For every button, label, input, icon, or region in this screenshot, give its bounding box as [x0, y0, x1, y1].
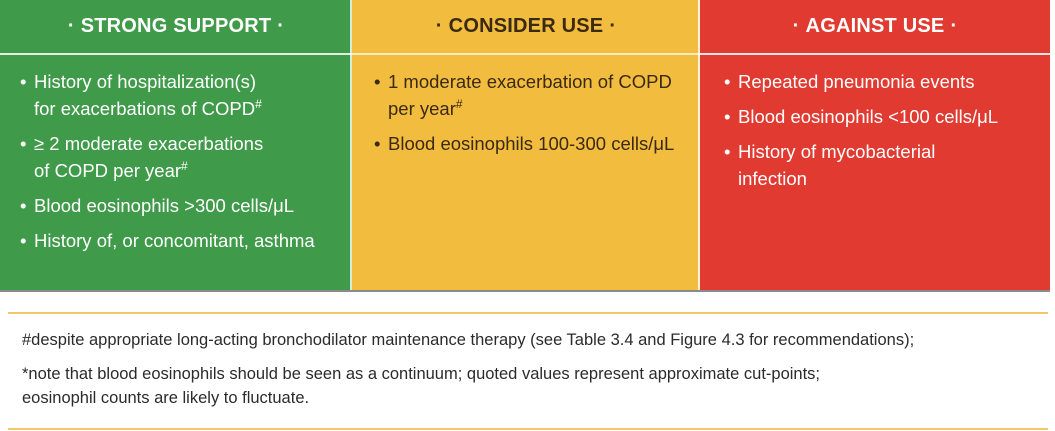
- bullet-icon: •: [20, 71, 27, 92]
- column-divider: [698, 0, 700, 290]
- footnote-marker: #: [181, 158, 188, 173]
- footnote-hash: #despite appropriate long-acting broncho…: [22, 331, 915, 349]
- bullet-icon: •: [20, 230, 27, 251]
- item-line: per year#: [388, 95, 694, 122]
- list-item: • History of, or concomitant, asthma: [20, 227, 346, 254]
- bullet-icon: •: [374, 71, 381, 92]
- item-line-text: for exacerbations of COPD: [34, 98, 256, 119]
- recommendation-table: · STRONG SUPPORT · • History of hospital…: [0, 0, 1050, 292]
- strong-support-header: · STRONG SUPPORT ·: [0, 0, 352, 55]
- list-item: • ≥ 2 moderate exacerbations of COPD per…: [20, 130, 346, 184]
- header-dot-right: ·: [609, 15, 617, 37]
- consider-use-title: CONSIDER USE: [448, 15, 604, 37]
- header-dot-left: ·: [792, 15, 800, 37]
- item-line: of COPD per year#: [34, 157, 346, 184]
- against-use-title: AGAINST USE: [805, 15, 945, 37]
- header-dot-left: ·: [435, 15, 443, 37]
- list-item: • Repeated pneumonia events: [724, 68, 1044, 95]
- list-item: • History of mycobacterial infection: [724, 138, 1044, 192]
- strong-support-column: · STRONG SUPPORT · • History of hospital…: [0, 0, 352, 290]
- bullet-icon: •: [724, 106, 731, 127]
- footnote-line: *note that blood eosinophils should be s…: [22, 365, 821, 383]
- consider-use-list: • 1 moderate exacerbation of COPD per ye…: [352, 55, 700, 157]
- strong-support-title: STRONG SUPPORT: [80, 15, 272, 37]
- item-line: History of, or concomitant, asthma: [34, 230, 315, 251]
- list-item: • 1 moderate exacerbation of COPD per ye…: [374, 68, 694, 122]
- bullet-icon: •: [724, 141, 731, 162]
- column-divider: [350, 0, 352, 290]
- item-line: Blood eosinophils <100 cells/μL: [738, 106, 999, 127]
- item-line: History of hospitalization(s): [34, 71, 257, 92]
- consider-use-column: · CONSIDER USE · • 1 moderate exacerbati…: [352, 0, 700, 290]
- header-dot-right: ·: [950, 15, 958, 37]
- footnote-line: eosinophil counts are likely to fluctuat…: [22, 389, 310, 407]
- strong-support-list: • History of hospitalization(s) for exac…: [0, 55, 352, 254]
- consider-use-header: · CONSIDER USE ·: [352, 0, 700, 55]
- list-item: • Blood eosinophils >300 cells/μL: [20, 192, 346, 219]
- item-line: 1 moderate exacerbation of COPD: [388, 71, 672, 92]
- against-use-header: · AGAINST USE ·: [700, 0, 1050, 55]
- list-item: • Blood eosinophils 100-300 cells/μL: [374, 130, 694, 157]
- item-line: ≥ 2 moderate exacerbations: [34, 133, 264, 154]
- header-dot-right: ·: [277, 15, 285, 37]
- bullet-icon: •: [374, 133, 381, 154]
- against-use-column: · AGAINST USE · • Repeated pneumonia eve…: [700, 0, 1050, 290]
- list-item: • History of hospitalization(s) for exac…: [20, 68, 346, 122]
- bullet-icon: •: [724, 71, 731, 92]
- item-line: infection: [738, 168, 807, 189]
- header-dot-left: ·: [67, 15, 75, 37]
- item-line-text: per year: [388, 98, 456, 119]
- item-line: Repeated pneumonia events: [738, 71, 975, 92]
- item-line: Blood eosinophils >300 cells/μL: [34, 195, 295, 216]
- footnote-asterisk: *note that blood eosinophils should be s…: [22, 362, 1048, 410]
- against-use-list: • Repeated pneumonia events • Blood eosi…: [700, 55, 1050, 192]
- footnotes-section: #despite appropriate long-acting broncho…: [8, 312, 1048, 430]
- footnote-marker: #: [255, 96, 262, 111]
- footnote-marker: #: [455, 96, 463, 111]
- bullet-icon: •: [20, 195, 27, 216]
- item-line: Blood eosinophils 100-300 cells/μL: [388, 133, 675, 154]
- bullet-icon: •: [20, 133, 27, 154]
- item-line: for exacerbations of COPD#: [34, 95, 346, 122]
- item-line-text: of COPD per year: [34, 160, 182, 181]
- item-line: History of mycobacterial: [738, 141, 936, 162]
- list-item: • Blood eosinophils <100 cells/μL: [724, 103, 1044, 130]
